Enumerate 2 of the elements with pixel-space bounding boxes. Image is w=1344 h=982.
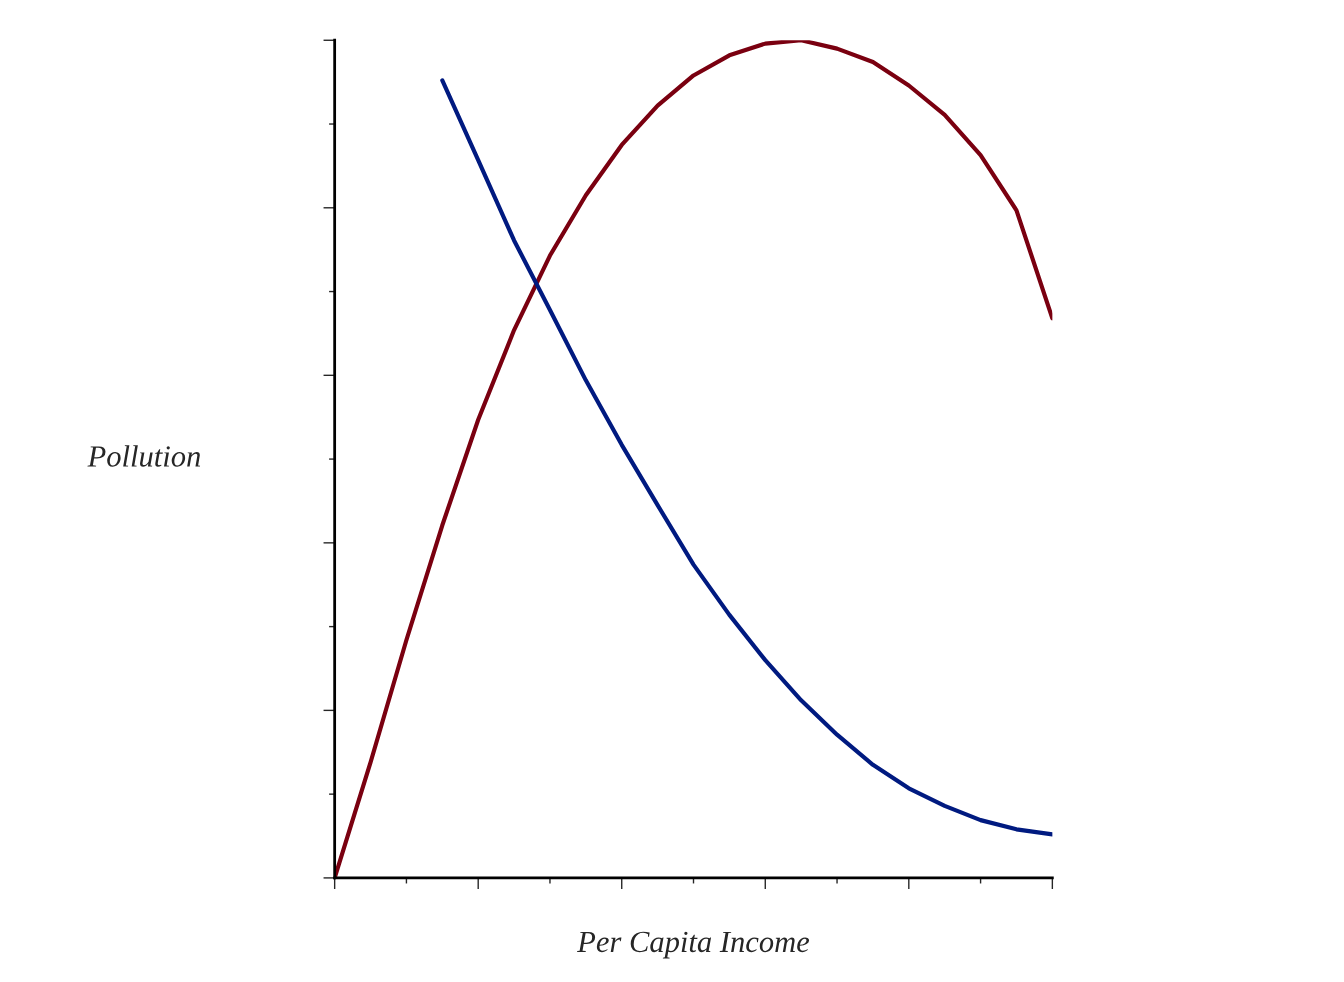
y-axis-title: Pollution bbox=[87, 445, 201, 467]
x-axis-title: Per Capita Income bbox=[577, 931, 810, 959]
